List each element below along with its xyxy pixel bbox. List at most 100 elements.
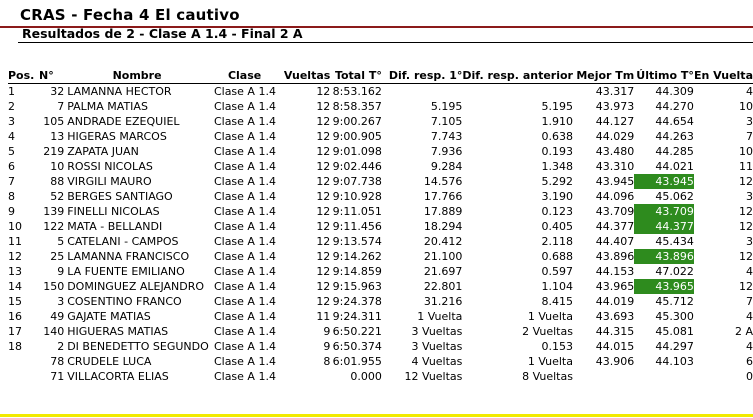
row-gap-previous: 1.348	[541, 160, 573, 173]
row-gap-first: 17.889	[423, 205, 463, 218]
row-laps: 12	[316, 175, 331, 188]
row-name: BERGES SANTIAGO	[67, 190, 173, 203]
row-name: LAMANNA FRANCISCO	[67, 250, 190, 263]
row-class: Clase A 1.4	[213, 340, 276, 353]
row-best-lap: 44.127	[595, 115, 635, 128]
table-row[interactable]: 10 122 MATA - BELLANDI Clase A 1.4 12 9:11.45…	[8, 219, 753, 234]
page-title: CRAS - Fecha 4 El cautivo	[20, 6, 240, 24]
col-header-gap-first[interactable]: Dif. resp. 1°	[381, 67, 463, 84]
table-row[interactable]: 16 49 GAJATE MATIAS Clase A 1.4 11 9:24.311 1 …	[8, 309, 753, 324]
title-bar: CRAS - Fecha 4 El cautivo	[0, 0, 753, 28]
row-laps: 12	[316, 130, 331, 143]
row-name: VIRGILI MAURO	[67, 175, 152, 188]
row-laps: 12	[316, 280, 331, 293]
table-row[interactable]: 6 10 ROSSI NICOLAS Clase A 1.4 12 9:02.446 9.2…	[8, 159, 753, 174]
col-header-last-lap[interactable]: Último T°	[634, 67, 694, 84]
table-row[interactable]: 71 VILLACORTA ELIAS Clase A 1.4 0.000 12 Vue…	[8, 369, 753, 384]
row-laps: 12	[316, 115, 331, 128]
row-total-time: 9:00.267	[332, 115, 382, 128]
row-best-lap: 44.015	[595, 340, 635, 353]
col-header-laps[interactable]: Vueltas	[279, 67, 331, 84]
col-header-class[interactable]: Clase	[209, 67, 280, 84]
table-row[interactable]: 9 139 FINELLI NICOLAS Clase A 1.4 12 9:11.051…	[8, 204, 753, 219]
row-name: LA FUENTE EMILIANO	[67, 265, 185, 278]
row-class: Clase A 1.4	[213, 265, 276, 278]
table-row[interactable]: 2 7 PALMA MATIAS Clase A 1.4 12 8:58.357 5.195…	[8, 99, 753, 114]
row-total-time: 9:10.928	[332, 190, 382, 203]
row-on-lap: 4	[746, 265, 753, 278]
row-gap-first	[382, 84, 463, 100]
row-total-time: 9:01.098	[332, 145, 382, 158]
row-laps: 9	[323, 325, 331, 338]
row-number: 2	[57, 340, 65, 353]
row-gap-previous: 8 Vueltas	[522, 370, 573, 383]
row-on-lap: 3	[746, 235, 753, 248]
row-gap-first: 14.576	[423, 175, 463, 188]
row-best-lap: 43.317	[595, 85, 635, 98]
row-name: HIGERAS MARCOS	[67, 130, 167, 143]
table-row[interactable]: 4 13 HIGERAS MARCOS Clase A 1.4 12 9:00.905 7.…	[8, 129, 753, 144]
row-pos: 6	[8, 160, 15, 173]
row-total-time: 9:07.738	[332, 175, 382, 188]
row-name: CRUDELE LUCA	[67, 355, 152, 368]
row-pos: 13	[8, 265, 22, 278]
row-number: 32	[50, 85, 65, 98]
table-row[interactable]: 14 150 DOMINGUEZ ALEJANDRO Clase A 1.4 12 9:1…	[8, 279, 753, 294]
table-row[interactable]: 8 52 BERGES SANTIAGO Clase A 1.4 12 9:10.928 1…	[8, 189, 753, 204]
row-gap-previous: 0.688	[541, 250, 573, 263]
footer-rule	[0, 414, 753, 417]
table-row[interactable]: 7 88 VIRGILI MAURO Clase A 1.4 12 9:07.738 14.…	[8, 174, 753, 189]
row-name: ROSSI NICOLAS	[67, 160, 153, 173]
row-last-lap: 45.300	[655, 310, 694, 323]
row-gap-previous: 0.597	[541, 265, 573, 278]
row-name: DOMINGUEZ ALEJANDRO	[67, 280, 205, 293]
row-on-lap: 2 A	[734, 325, 753, 338]
col-header-on-lap[interactable]: En Vuelta	[693, 67, 753, 84]
table-row[interactable]: 17 140 HIGUERAS MATIAS Clase A 1.4 9 6:50.221…	[8, 324, 753, 339]
row-number: 9	[57, 265, 65, 278]
row-last-lap: 43.896	[634, 249, 694, 264]
row-gap-first: 17.766	[423, 190, 463, 203]
table-row[interactable]: 18 2 DI BENEDETTO SEGUNDO Clase A 1.4 9 6:50.…	[8, 339, 753, 354]
col-header-best-lap[interactable]: Mejor Tm	[572, 67, 635, 84]
row-pos: 17	[8, 325, 22, 338]
row-number: 7	[57, 100, 65, 113]
table-row[interactable]: 15 3 COSENTINO FRANCO Clase A 1.4 12 9:24.378…	[8, 294, 753, 309]
table-row[interactable]: 13 9 LA FUENTE EMILIANO Clase A 1.4 12 9:14.8…	[8, 264, 753, 279]
results-table: Pos. N° Nombre Clase Vueltas Total T° Di…	[8, 67, 753, 384]
table-row[interactable]: 78 CRUDELE LUCA Clase A 1.4 8 6:01.955 4 Vuel…	[8, 354, 753, 369]
row-number: 78	[50, 355, 65, 368]
row-best-lap: 44.153	[595, 265, 635, 278]
row-total-time: 6:01.955	[332, 355, 382, 368]
row-name: HIGUERAS MATIAS	[67, 325, 169, 338]
col-header-total-time[interactable]: Total T°	[330, 67, 382, 84]
row-number: 3	[57, 295, 65, 308]
table-row[interactable]: 5 219 ZAPATA JUAN Clase A 1.4 12 9:01.098 7.93…	[8, 144, 753, 159]
row-gap-first: 3 Vueltas	[411, 325, 463, 338]
col-header-name[interactable]: Nombre	[64, 67, 210, 84]
row-best-lap	[573, 369, 634, 384]
col-header-pos[interactable]: Pos.	[8, 67, 40, 84]
table-row[interactable]: 1 32 LAMANNA HECTOR Clase A 1.4 12 8:53.162 43…	[8, 84, 753, 100]
row-class: Clase A 1.4	[213, 235, 276, 248]
row-total-time: 9:24.311	[332, 310, 382, 323]
col-header-gap-previous[interactable]: Dif. resp. anterior	[462, 67, 573, 84]
row-class: Clase A 1.4	[213, 370, 276, 383]
row-total-time: 9:14.262	[332, 250, 382, 263]
row-best-lap: 43.965	[595, 280, 635, 293]
row-best-lap: 43.896	[595, 250, 635, 263]
row-pos: 14	[8, 280, 22, 293]
row-name: LAMANNA HECTOR	[67, 85, 172, 98]
row-class: Clase A 1.4	[213, 220, 276, 233]
row-gap-previous: 0.123	[541, 205, 573, 218]
row-on-lap: 12	[739, 250, 753, 263]
row-total-time: 9:15.963	[332, 280, 382, 293]
row-total-time: 0.000	[350, 370, 382, 383]
table-row[interactable]: 12 25 LAMANNA FRANCISCO Clase A 1.4 12 9:14.2…	[8, 249, 753, 264]
row-class: Clase A 1.4	[213, 115, 276, 128]
row-number: 140	[43, 325, 65, 338]
table-row[interactable]: 11 5 CATELANI - CAMPOS Clase A 1.4 12 9:13.57…	[8, 234, 753, 249]
table-row[interactable]: 3 105 ANDRADE EZEQUIEL Clase A 1.4 12 9:00.26…	[8, 114, 753, 129]
results-body: 1 32 LAMANNA HECTOR Clase A 1.4 12 8:53.162 43…	[8, 84, 753, 385]
col-header-number[interactable]: N°	[39, 67, 65, 84]
